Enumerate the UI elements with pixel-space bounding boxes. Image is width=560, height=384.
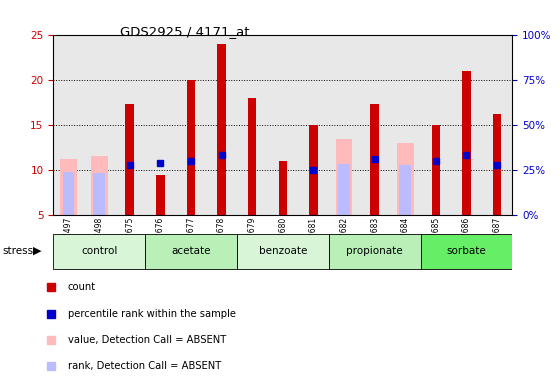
Bar xyxy=(60,159,77,215)
Bar xyxy=(493,114,501,215)
Bar xyxy=(309,125,318,215)
Bar xyxy=(432,125,440,215)
Bar xyxy=(217,44,226,215)
Bar xyxy=(53,234,145,269)
Bar xyxy=(63,172,74,215)
Text: control: control xyxy=(81,246,117,256)
Text: benzoate: benzoate xyxy=(259,246,307,256)
Bar xyxy=(237,234,329,269)
Bar xyxy=(93,173,105,215)
Bar xyxy=(125,104,134,215)
Text: ▶: ▶ xyxy=(32,246,41,256)
Text: sorbate: sorbate xyxy=(447,246,486,256)
Bar xyxy=(186,80,195,215)
Bar xyxy=(421,234,512,269)
Bar xyxy=(462,71,471,215)
Bar xyxy=(338,164,350,215)
Bar xyxy=(397,143,414,215)
Bar xyxy=(370,104,379,215)
Bar xyxy=(248,98,256,215)
Text: value, Detection Call = ABSENT: value, Detection Call = ABSENT xyxy=(68,335,226,345)
Bar xyxy=(145,234,237,269)
Text: count: count xyxy=(68,282,96,292)
Text: percentile rank within the sample: percentile rank within the sample xyxy=(68,309,236,319)
Bar xyxy=(399,166,411,215)
Text: stress: stress xyxy=(3,246,34,256)
Text: acetate: acetate xyxy=(171,246,211,256)
Bar xyxy=(329,234,421,269)
Text: rank, Detection Call = ABSENT: rank, Detection Call = ABSENT xyxy=(68,361,221,371)
Bar xyxy=(335,139,352,215)
Text: propionate: propionate xyxy=(346,246,403,256)
Bar xyxy=(278,161,287,215)
Bar xyxy=(156,175,165,215)
Bar xyxy=(91,156,108,215)
Text: GDS2925 / 4171_at: GDS2925 / 4171_at xyxy=(120,25,250,38)
